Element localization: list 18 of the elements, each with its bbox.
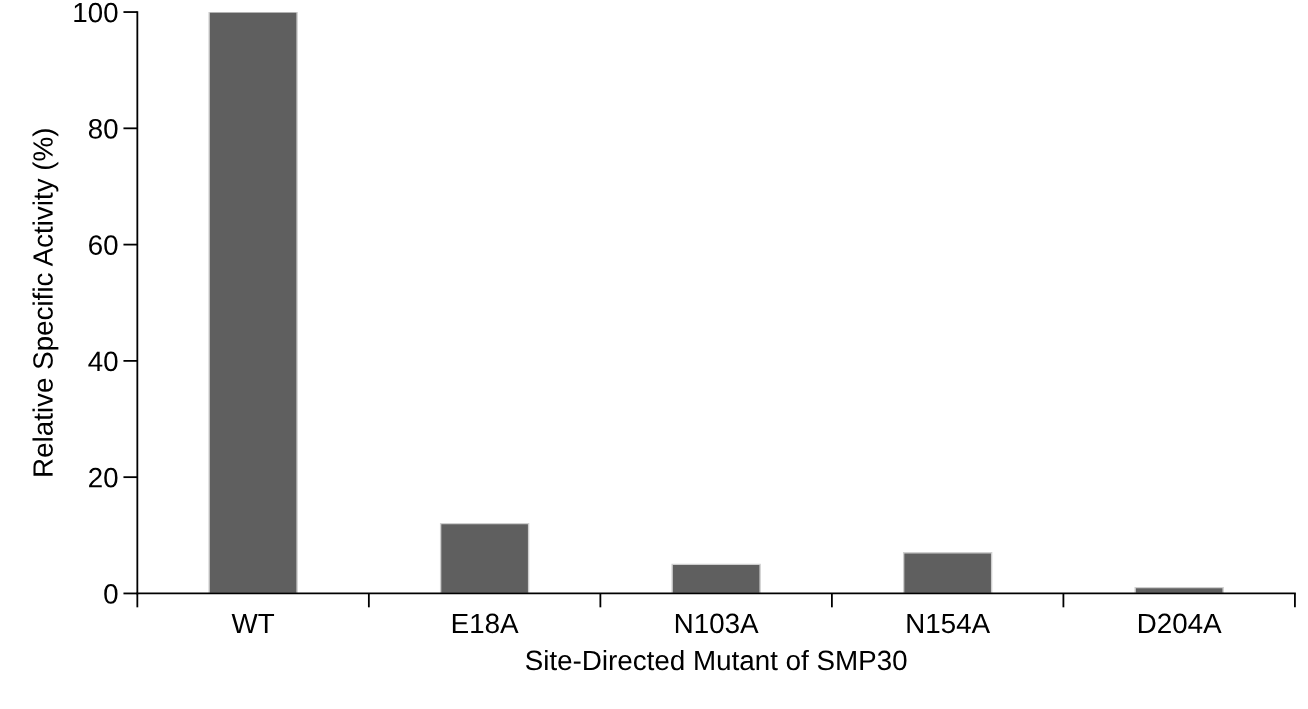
bar bbox=[208, 12, 298, 594]
x-tick-label: WT bbox=[231, 613, 275, 634]
y-tick-label: 40 bbox=[88, 351, 118, 372]
y-axis-title: Relative Specific Activity (%) bbox=[32, 129, 59, 476]
y-tick-label: 80 bbox=[88, 119, 118, 139]
y-tick-label: 0 bbox=[104, 584, 118, 604]
x-tick-label: N103A bbox=[675, 613, 759, 634]
x-tick-label: E18A bbox=[452, 613, 519, 634]
x-tick-label: D204A bbox=[1138, 613, 1222, 634]
bar bbox=[1134, 586, 1224, 594]
x-axis-title: Site-Directed Mutant of SMP30 bbox=[525, 649, 907, 671]
x-tick-label: N154A bbox=[907, 613, 991, 634]
bar bbox=[439, 522, 530, 594]
bar bbox=[671, 563, 761, 594]
y-tick-label: 60 bbox=[89, 235, 118, 255]
y-tick-label: 100 bbox=[74, 2, 118, 23]
bar bbox=[902, 552, 993, 594]
y-tick-label: 20 bbox=[89, 467, 118, 488]
